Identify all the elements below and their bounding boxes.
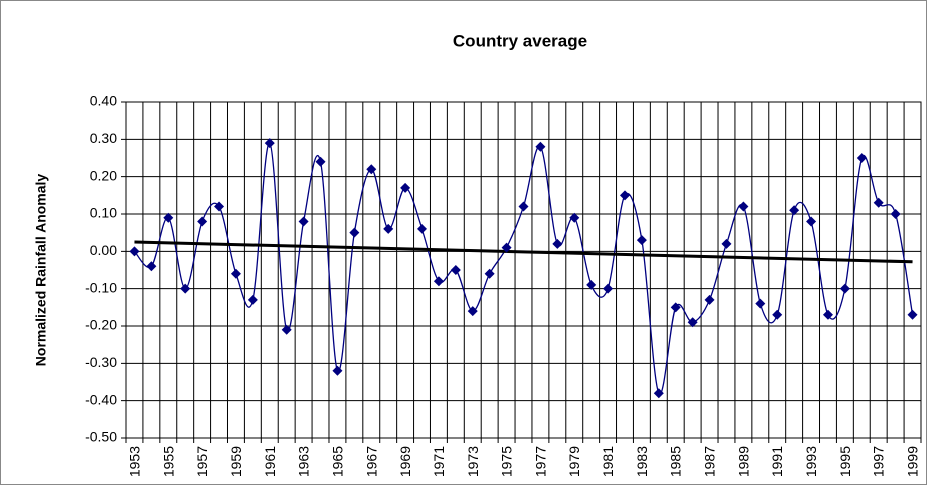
data-point xyxy=(129,246,140,257)
y-tick-label: 0.00 xyxy=(90,242,117,258)
x-tick-label: 1955 xyxy=(160,446,176,477)
data-point xyxy=(856,153,867,163)
x-tick-label: 1989 xyxy=(735,446,751,477)
y-tick-label: 0.40 xyxy=(90,93,117,109)
x-tick-label: 1953 xyxy=(126,446,142,477)
x-tick-label: 1985 xyxy=(668,446,684,477)
data-point xyxy=(806,216,817,227)
data-point xyxy=(214,201,225,212)
data-point xyxy=(197,216,208,227)
data-point xyxy=(670,302,681,313)
data-point xyxy=(822,309,833,320)
data-point xyxy=(467,306,478,317)
y-tick-label: 0.10 xyxy=(90,205,117,221)
x-tick-label: 1977 xyxy=(532,446,548,477)
x-tick-label: 1993 xyxy=(803,446,819,477)
y-tick-label: -0.50 xyxy=(85,429,117,445)
x-tick-label: 1979 xyxy=(566,446,582,477)
x-tick-label: 1959 xyxy=(228,446,244,477)
data-point xyxy=(873,197,884,208)
x-tick-label: 1995 xyxy=(837,446,853,477)
x-tick-label: 1969 xyxy=(397,446,413,477)
x-tick-label: 1991 xyxy=(769,446,785,477)
data-point xyxy=(907,309,918,320)
data-point xyxy=(298,216,309,227)
data-point xyxy=(484,268,495,279)
data-point xyxy=(518,201,529,212)
data-point xyxy=(264,138,275,149)
data-point xyxy=(163,212,174,223)
data-point xyxy=(146,261,157,272)
x-tick-label: 1999 xyxy=(905,446,921,477)
x-tick-label: 1961 xyxy=(262,446,278,477)
data-point xyxy=(450,265,461,275)
data-point xyxy=(230,268,241,279)
x-tick-label: 1963 xyxy=(296,446,312,477)
data-point xyxy=(704,294,715,305)
data-point xyxy=(636,235,647,246)
x-tick-label: 1965 xyxy=(329,446,345,477)
data-point xyxy=(180,283,191,294)
x-tick-label: 1983 xyxy=(634,446,650,477)
data-point xyxy=(569,212,580,223)
data-point xyxy=(653,388,664,399)
y-tick-label: -0.30 xyxy=(85,354,117,370)
data-point xyxy=(501,242,512,253)
data-point xyxy=(552,238,563,249)
x-tick-label: 1997 xyxy=(871,446,887,477)
data-point xyxy=(890,209,901,219)
x-tick-label: 1987 xyxy=(702,446,718,477)
x-tick-label: 1981 xyxy=(600,446,616,477)
trend-line xyxy=(134,240,913,264)
data-point xyxy=(789,205,800,216)
data-point xyxy=(839,283,850,294)
y-axis-label: Normalized Rainfall Anomaly xyxy=(33,174,49,367)
data-point xyxy=(586,279,597,290)
data-point xyxy=(755,298,766,309)
data-point xyxy=(738,201,749,212)
data-point xyxy=(400,182,411,193)
y-tick-label: -0.40 xyxy=(85,391,117,407)
data-point xyxy=(383,223,394,234)
x-tick-label: 1967 xyxy=(363,446,379,477)
x-tick-label: 1973 xyxy=(465,446,481,477)
data-point xyxy=(433,276,444,287)
x-tick-label: 1971 xyxy=(431,446,447,477)
x-tick-label: 1975 xyxy=(499,446,515,477)
data-point xyxy=(366,164,377,175)
y-tick-label: -0.20 xyxy=(85,317,117,333)
data-point xyxy=(721,238,732,249)
data-point xyxy=(772,309,783,320)
data-point xyxy=(332,365,343,376)
data-point xyxy=(535,141,546,152)
data-point xyxy=(603,283,614,294)
chart-title: Country average xyxy=(453,31,587,50)
plot-area xyxy=(125,101,922,439)
data-point xyxy=(349,227,360,238)
data-point xyxy=(619,190,630,201)
data-point xyxy=(315,156,326,167)
data-point xyxy=(687,317,698,328)
y-tick-label: 0.20 xyxy=(90,167,117,183)
data-point xyxy=(281,324,292,335)
y-tick-label: 0.30 xyxy=(90,130,117,146)
data-point xyxy=(417,223,428,234)
y-tick-label: -0.10 xyxy=(85,279,117,295)
data-point xyxy=(247,294,258,305)
x-tick-label: 1957 xyxy=(194,446,210,477)
